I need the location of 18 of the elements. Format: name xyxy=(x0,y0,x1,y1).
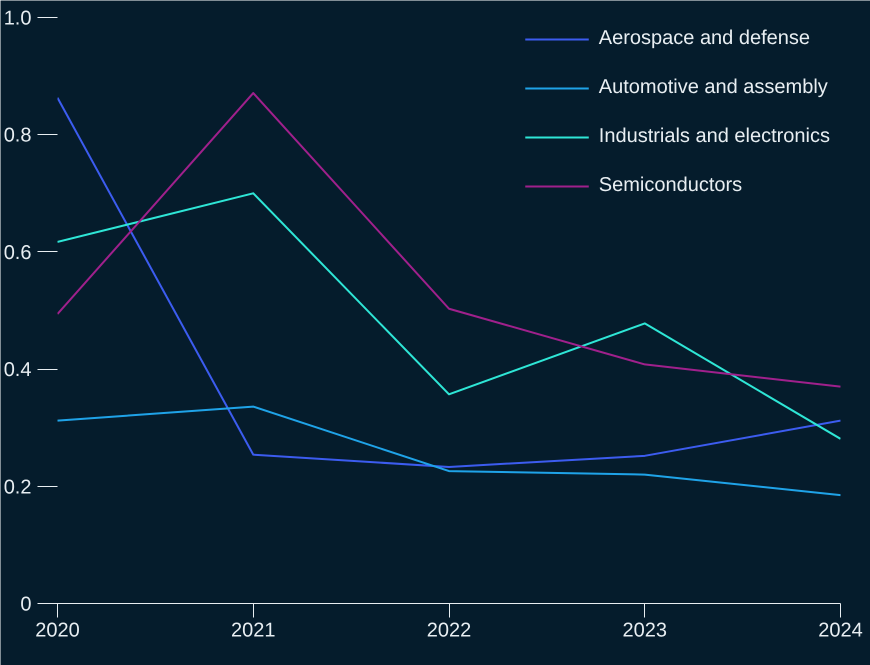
x-tick-label: 2023 xyxy=(622,620,668,642)
y-tick-label: 0.6 xyxy=(4,242,32,264)
x-tick-label: 2022 xyxy=(426,620,472,642)
x-tick-label: 2024 xyxy=(818,620,863,642)
legend-label: Automotive and assembly xyxy=(598,76,828,99)
legend-label: Semiconductors xyxy=(598,174,742,197)
line-series xyxy=(58,96,840,468)
legend-label: Industrials and electronics xyxy=(598,125,830,148)
x-tick-label: 2020 xyxy=(35,620,80,642)
y-tick-label: 1.0 xyxy=(4,8,32,30)
y-tick-label: 0 xyxy=(20,594,32,616)
y-tick-label: 0.2 xyxy=(4,476,32,498)
x-tick-label: 2021 xyxy=(231,620,276,642)
legend-label: Aerospace and defense xyxy=(598,27,810,50)
line-series xyxy=(58,192,840,440)
line-series xyxy=(58,406,840,496)
y-tick-label: 0.4 xyxy=(4,359,32,382)
y-tick-label: 0.8 xyxy=(4,124,32,147)
